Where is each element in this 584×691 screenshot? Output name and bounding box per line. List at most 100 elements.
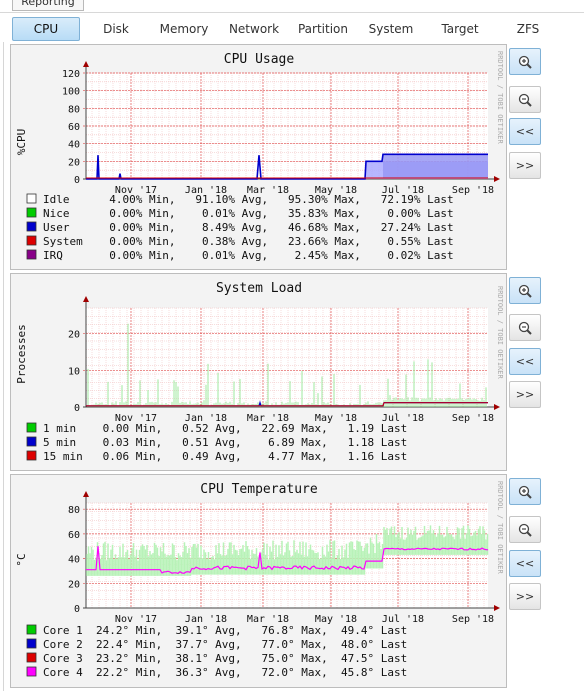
x-tick-label: Mar '18 [247,614,289,625]
next-period-button[interactable]: >> [509,583,541,610]
previous-period-button[interactable]: << [509,118,541,145]
chart-title: System Load [216,281,302,296]
legend-text: 5 min 0.03 Min, 0.51 Avg, 6.89 Max, 1.18… [43,436,407,449]
y-tick-label: 20 [68,579,80,590]
legend-text: System 0.00% Min, 0.38% Avg, 23.66% Max,… [43,235,454,248]
y-axis-label: Processes [15,324,28,384]
reporting-tab[interactable]: Reporting [12,0,84,11]
next-period-button[interactable]: >> [509,152,541,179]
x-axis-arrow [494,176,500,182]
y-tick-label: 0 [74,403,80,414]
y-tick-label: 60 [68,122,80,133]
tab-system[interactable]: System [368,22,414,36]
legend-swatch [26,436,37,447]
y-tick-label: 20 [68,330,80,341]
legend-text: 15 min 0.06 Min, 0.49 Avg, 4.77 Max, 1.1… [43,450,407,463]
tab-disk[interactable]: Disk [103,22,129,36]
zoom-in-button[interactable] [509,48,541,75]
next-period-button[interactable]: >> [509,381,541,408]
tab-memory[interactable]: Memory [159,22,209,36]
y-tick-label: 60 [68,530,80,541]
legend-text: Core 2 22.4° Min, 37.7° Avg, 77.0° Max, … [43,638,407,651]
y-tick-label: 40 [68,140,80,151]
x-tick-label: Mar '18 [247,185,289,196]
zoom-out-button[interactable] [509,516,541,543]
previous-period-button[interactable]: << [509,550,541,577]
legend-swatch [26,666,37,677]
legend-row-user: User 0.00% Min, 8.49% Avg, 46.68% Max, 2… [26,221,454,234]
watermark-text: RRDTOOL / TOBI OETIKER [496,481,504,575]
legend-swatch [26,624,37,635]
y-tick-label: 100 [62,87,80,98]
previous-label: << [515,557,535,570]
next-label: >> [515,388,535,401]
legend-text: Core 1 24.2° Min, 39.1° Avg, 76.8° Max, … [43,624,407,637]
previous-period-button[interactable]: << [509,348,541,375]
cpu-temperature-graph: CPU Temperature 80 60 40 20 0 Nov '17 Jan '18 Ma… [15,481,504,679]
legend-swatch [26,652,37,663]
legend-text: Idle 4.00% Min, 91.10% Avg, 95.30% Max, … [43,193,454,206]
x-tick-label: Jul '18 [382,614,424,625]
legend-swatch [26,221,37,232]
x-tick-label: May '18 [315,185,357,196]
y-tick-label: 80 [68,505,80,516]
cpu-usage-graph: CPU Usage 120 100 80 60 40 20 0 Nov '17 Jan '18 Ma… [15,51,504,262]
legend-row-idle: Idle 4.00% Min, 91.10% Avg, 95.30% Max, … [26,193,454,206]
next-label: >> [515,159,535,172]
zoom-out-icon [518,321,532,335]
legend-row-core-2: Core 2 22.4° Min, 37.7° Avg, 77.0° Max, … [26,638,407,651]
chart-title: CPU Temperature [200,482,318,497]
legend-text: 1 min 0.00 Min, 0.52 Avg, 22.69 Max, 1.1… [43,422,407,435]
zoom-out-icon [518,93,532,107]
x-tick-label: Sep '18 [452,413,494,424]
legend-swatch [26,249,37,260]
legend-row-core-4: Core 4 22.2° Min, 36.3° Avg, 72.0° Max, … [26,666,407,679]
x-tick-label: Nov '17 [115,614,157,625]
legend-row-core-1: Core 1 24.2° Min, 39.1° Avg, 76.8° Max, … [26,624,407,637]
zoom-out-button[interactable] [509,314,541,341]
tab-target[interactable]: Target [441,22,479,36]
series-15min-line [86,402,488,407]
legend-swatch [26,422,37,433]
legend-swatch [26,193,37,204]
y-tick-label: 10 [68,366,80,377]
tab-zfs[interactable]: ZFS [516,22,540,36]
x-tick-label: Jan '18 [185,185,227,196]
legend-text: User 0.00% Min, 8.49% Avg, 46.68% Max, 2… [43,221,454,234]
legend-text: Nice 0.00% Min, 0.01% Avg, 35.83% Max, 0… [43,207,454,220]
legend-swatch [26,207,37,218]
y-axis-arrow [83,61,89,67]
y-tick-label: 20 [68,157,80,168]
legend-row-nice: Nice 0.00% Min, 0.01% Avg, 35.83% Max, 0… [26,207,454,220]
x-tick-label: May '18 [315,413,357,424]
previous-label: << [515,125,535,138]
tab-network[interactable]: Network [228,22,280,36]
chart-title: CPU Usage [224,52,295,67]
watermark-text: RRDTOOL / TOBI OETIKER [496,51,504,145]
x-tick-label: Jan '18 [185,413,227,424]
y-tick-label: 80 [68,104,80,115]
zoom-out-icon [518,523,532,537]
y-tick-label: 40 [68,555,80,566]
legend-row-5-min: 5 min 0.03 Min, 0.51 Avg, 6.89 Max, 1.18… [26,436,407,449]
y-axis-label: °C [15,553,28,566]
series-user-area-late [383,154,488,179]
tab-cpu[interactable]: CPU [12,17,80,41]
zoom-out-button[interactable] [509,86,541,113]
series-user-line [86,153,488,180]
y-axis-arrow [83,491,89,497]
tab-partition[interactable]: Partition [297,22,348,36]
category-tabbar: CPU Disk Memory Network Partition System… [0,12,584,42]
series-core1-band [86,525,489,576]
y-axis-label: %CPU [15,129,28,156]
x-tick-label: Jan '18 [185,614,227,625]
y-tick-label: 0 [74,175,80,186]
legend-swatch [26,235,37,246]
zoom-in-button[interactable] [509,478,541,505]
series-1min-spikes [87,323,487,407]
next-label: >> [515,590,535,603]
x-tick-label: Nov '17 [115,185,157,196]
zoom-in-button[interactable] [509,277,541,304]
x-axis-arrow [494,605,500,611]
x-tick-label: May '18 [315,614,357,625]
